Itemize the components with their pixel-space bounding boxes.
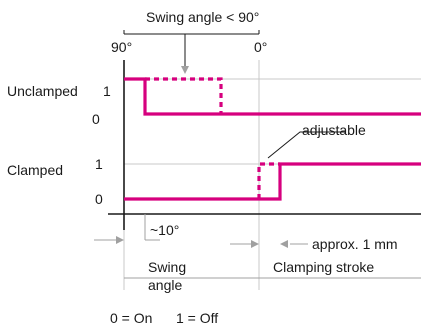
approx-mm-arrow bbox=[280, 240, 288, 248]
angle-90-label: 90° bbox=[111, 39, 132, 55]
swing-angle-bracket bbox=[123, 30, 260, 72]
unclamped-signal bbox=[124, 77, 421, 116]
angle-0-label: 0° bbox=[254, 39, 267, 55]
approx-mm-label: approx. 1 mm bbox=[312, 236, 398, 252]
start-dimension-arrowhead bbox=[116, 236, 124, 244]
unclamped-signal-variant bbox=[145, 77, 223, 114]
end-dimension-arrowhead bbox=[251, 240, 259, 248]
clamped-signal bbox=[124, 162, 421, 201]
clamping-phase-label: Clamping stroke bbox=[273, 259, 374, 275]
approx-angle-marker bbox=[144, 214, 160, 241]
swing-angle-note: Swing angle < 90° bbox=[146, 9, 259, 25]
adjustable-leader bbox=[267, 131, 345, 159]
clamped-signal-variant bbox=[257, 162, 280, 199]
swing-phase-label-line2: angle bbox=[148, 277, 182, 293]
unclamped-level-1: 1 bbox=[103, 83, 111, 99]
unclamped-row-label: Unclamped bbox=[7, 83, 78, 99]
approx-angle-label: ~10° bbox=[150, 222, 179, 238]
legend-on: 0 = On bbox=[110, 310, 152, 326]
adjustable-label: adjustable bbox=[302, 122, 366, 138]
clamped-level-0: 0 bbox=[95, 191, 103, 207]
clamped-level-1: 1 bbox=[95, 156, 103, 172]
clamped-row-label: Clamped bbox=[7, 162, 63, 178]
swing-angle-note-arrow bbox=[181, 66, 189, 74]
swing-phase-label-line1: Swing bbox=[148, 259, 186, 275]
unclamped-level-0: 0 bbox=[92, 111, 100, 127]
legend-off: 1 = Off bbox=[176, 310, 218, 326]
